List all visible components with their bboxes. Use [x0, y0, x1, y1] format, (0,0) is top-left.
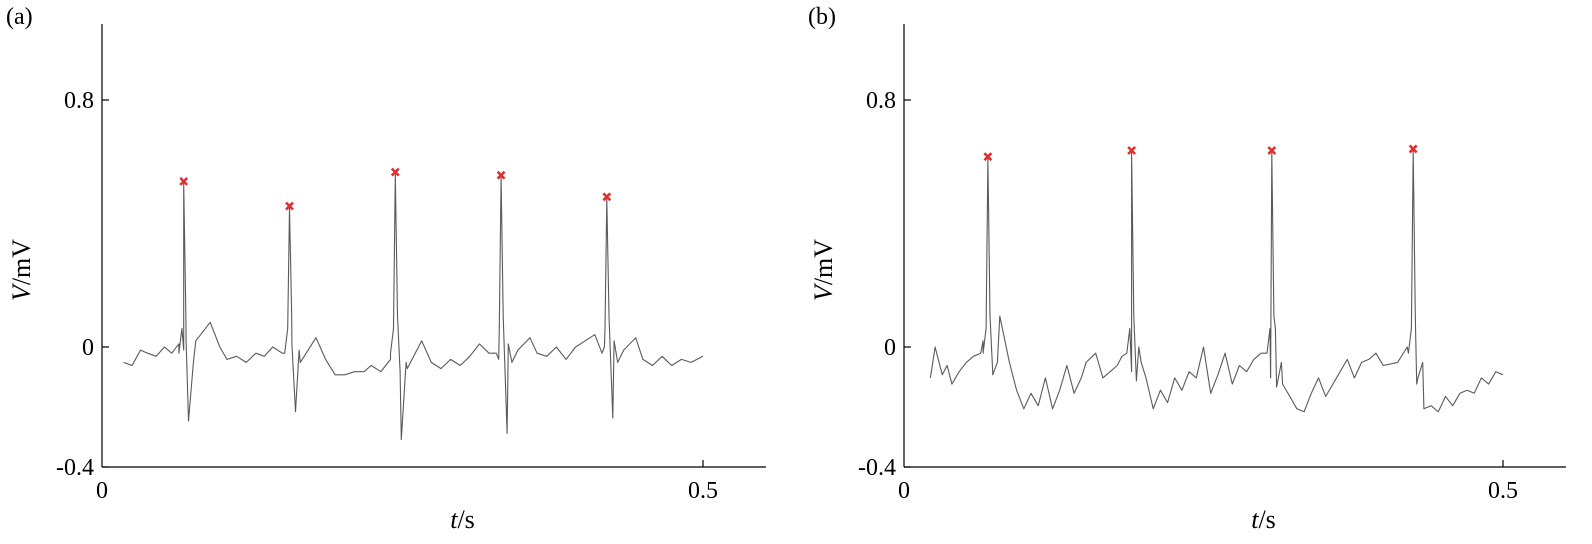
- x-axis-label: t/s: [450, 505, 475, 534]
- r-peak-marker: [602, 192, 612, 202]
- y-tick-label: 0.8: [64, 88, 94, 114]
- y-tick-label: 0: [82, 335, 94, 361]
- r-peak-marker: [1267, 146, 1277, 155]
- r-peak-marker: [1408, 144, 1418, 154]
- panel-label: (b): [808, 4, 836, 30]
- r-peak-marker: [496, 170, 506, 180]
- panel-label: (a): [6, 4, 33, 30]
- y-tick-label: -0.4: [858, 455, 896, 481]
- panel-b: (b)-0.400.80 0.5t/sV/mV: [808, 4, 1566, 534]
- y-axis-label: V/mV: [809, 239, 838, 301]
- panel-a: (a)-0.400.80 0.5t/sV/mV: [6, 4, 766, 534]
- r-peak-marker: [1127, 146, 1137, 155]
- y-tick-label: 0.8: [866, 88, 896, 114]
- x-tick-label: 0: [96, 478, 108, 504]
- x-tick-label: 0: [898, 478, 910, 504]
- ecg-signal-line: [929, 150, 1504, 413]
- r-peak-marker: [983, 152, 993, 162]
- x-tick-label: 0.5: [1488, 478, 1518, 504]
- x-tick-label: 0.5: [688, 478, 718, 504]
- y-axis-label: V/mV: [7, 239, 36, 301]
- r-peak-marker: [179, 176, 189, 186]
- y-tick-label: 0: [884, 335, 896, 361]
- r-peak-marker: [285, 201, 294, 211]
- x-axis-label: t/s: [1251, 505, 1276, 534]
- ecg-signal-line: [123, 173, 704, 441]
- r-peak-marker: [390, 167, 400, 177]
- y-tick-label: -0.4: [56, 455, 94, 481]
